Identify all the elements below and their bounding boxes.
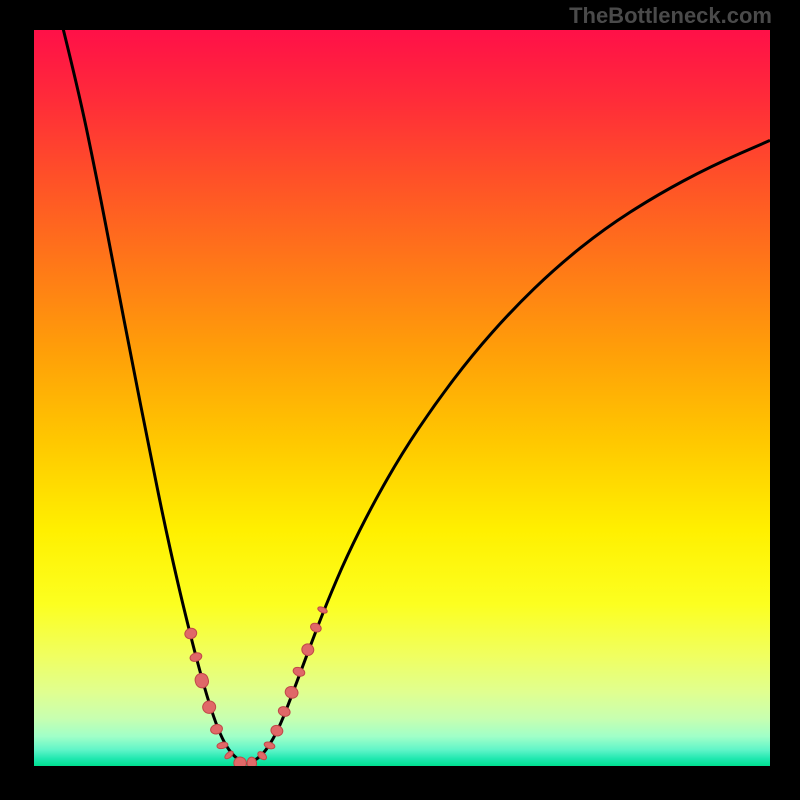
data-marker (284, 685, 300, 700)
data-marker (201, 699, 217, 714)
curve-left-branch (60, 30, 248, 765)
data-marker (194, 672, 211, 690)
watermark-text: TheBottleneck.com (569, 3, 772, 29)
data-marker (189, 651, 203, 662)
plot-area (34, 30, 770, 766)
data-marker (309, 622, 322, 634)
data-marker (184, 627, 199, 640)
chart-container: TheBottleneck.com (0, 0, 800, 800)
data-marker (300, 642, 315, 657)
data-marker (270, 724, 285, 738)
curve-layer (34, 30, 770, 766)
data-marker (292, 666, 306, 678)
data-marker (224, 750, 235, 760)
data-marker (277, 705, 291, 718)
curve-right-branch (247, 140, 770, 764)
